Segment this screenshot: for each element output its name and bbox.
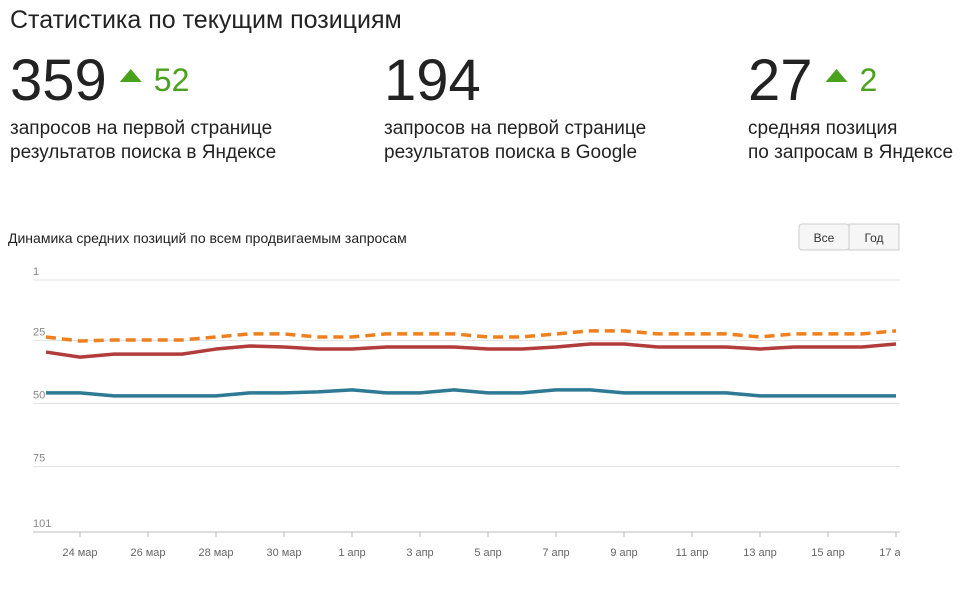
period-button[interactable]	[848, 223, 900, 251]
x-tick-label: 24 мар	[62, 547, 97, 559]
x-tick-label: 9 апр	[610, 547, 637, 559]
y-tick-label: 101	[33, 518, 51, 530]
x-tick-label: 13 апр	[743, 547, 776, 559]
stat-label: результатов поиска в Яндексе	[10, 142, 276, 163]
series-line	[45, 342, 897, 359]
x-tick-label: 28 мар	[198, 547, 233, 559]
stat-value: 194	[384, 48, 481, 113]
y-tick-label: 50	[33, 389, 45, 401]
y-tick-label: 1	[33, 266, 39, 278]
stat-delta: 52	[154, 62, 190, 98]
period-button-label[interactable]: Год	[864, 231, 883, 245]
stats: 359 52 запросов на первой странице результа…	[10, 48, 953, 163]
page-title: Статистика по текущим позициям	[10, 6, 402, 34]
x-tick-label: 26 мар	[130, 547, 165, 559]
series-line	[45, 329, 897, 343]
y-tick-label: 25	[33, 326, 45, 338]
chart-title: Динамика средних позиций по всем продвиг…	[8, 230, 407, 246]
period-button-label[interactable]: Все	[814, 231, 835, 245]
x-tick-label: 15 апр	[811, 547, 844, 559]
series-line	[46, 388, 896, 398]
stat-value: 359	[10, 48, 107, 113]
x-tick-label: 30 мар	[266, 547, 301, 559]
stat-label: по запросам в Яндексе	[748, 142, 953, 163]
x-tick-label: 17 апр	[879, 547, 912, 559]
up-arrow	[119, 69, 142, 82]
y-tick-label: 75	[33, 452, 45, 464]
stat-delta: 2	[860, 62, 878, 98]
stat-value: 27	[748, 48, 813, 113]
x-tick-label: 5 апр	[474, 547, 501, 559]
x-tick-label: 3 апр	[406, 547, 433, 559]
plot: 1 25 50 75 101 24 мар 26 мар 28 мар 30 мар 1 апр 3…	[33, 266, 912, 559]
stat-label: результатов поиска в Google	[384, 142, 637, 163]
x-tick-label: 7 апр	[542, 547, 569, 559]
up-arrow	[825, 69, 848, 82]
stat-label: запросов на первой странице	[384, 118, 646, 139]
stat-label: запросов на первой странице	[10, 118, 272, 139]
x-tick-label: 1 апр	[338, 547, 365, 559]
stat-label: средняя позиция	[748, 118, 897, 139]
period-buttons: Все Год	[798, 223, 900, 251]
x-tick-label: 11 апр	[676, 547, 709, 559]
